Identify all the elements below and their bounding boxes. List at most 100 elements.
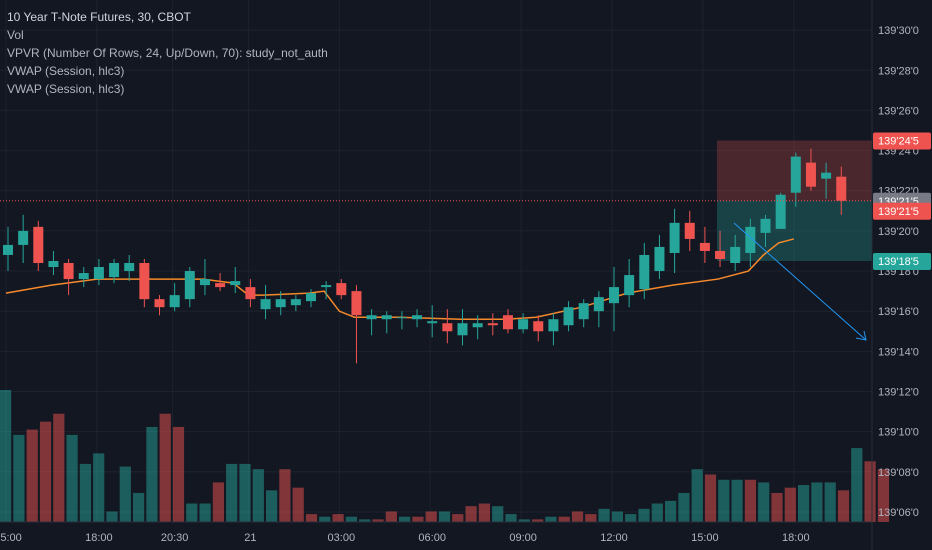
candle-body xyxy=(533,321,544,332)
volume-bar xyxy=(758,482,770,522)
volume-bar xyxy=(292,487,304,522)
candle-body xyxy=(442,323,453,332)
candle xyxy=(502,309,513,334)
volume-bar xyxy=(53,413,65,522)
candle xyxy=(63,258,74,296)
candle xyxy=(624,258,635,308)
candle-body xyxy=(790,156,801,193)
legend-vwap-1[interactable]: VWAP (Session, hlc3) xyxy=(7,64,125,78)
legend-vpvr[interactable]: VPVR (Number Of Rows, 24, Up/Down, 70): … xyxy=(7,46,328,60)
volume-bar xyxy=(798,485,810,522)
volume-bar xyxy=(678,492,690,522)
candle xyxy=(442,309,453,344)
volume-bar xyxy=(106,511,118,522)
candles xyxy=(3,148,847,364)
time-tick-label: 20:30 xyxy=(161,532,189,544)
candle xyxy=(715,230,726,268)
candle xyxy=(684,210,695,251)
candle-body xyxy=(654,246,665,272)
volume-bar xyxy=(558,516,570,522)
candle-body xyxy=(457,323,468,336)
volume-bar xyxy=(837,490,850,522)
time-axis[interactable]: 15:00 18:00 20:30 21 03:00 06:00 09:00 12:00 15:… xyxy=(0,521,872,544)
volume-bar xyxy=(399,516,411,522)
volume-bar xyxy=(66,434,78,522)
price-badge-bg xyxy=(873,132,931,150)
price-badge-bg xyxy=(873,253,931,270)
candle xyxy=(836,166,847,215)
volume-bar xyxy=(478,503,490,522)
candle xyxy=(639,242,650,300)
volume-bar xyxy=(718,479,730,522)
legend-vwap-2[interactable]: VWAP (Session, hlc3) xyxy=(7,82,125,96)
candle xyxy=(154,295,165,316)
volume-bar xyxy=(199,503,211,522)
time-tick-label: 15:00 xyxy=(0,532,22,544)
candle-body xyxy=(502,315,513,330)
volume-bar xyxy=(305,514,318,522)
price-badge: 139'18'5 xyxy=(873,253,931,270)
volume-bar xyxy=(385,511,397,522)
candle-body xyxy=(593,297,604,312)
time-tick-label: 06:00 xyxy=(418,532,446,544)
take-profit-zone xyxy=(717,200,872,261)
legend-volume[interactable]: Vol xyxy=(7,28,24,42)
candle-body xyxy=(139,263,150,300)
legend-symbol-title[interactable]: 10 Year T-Note Futures, 30, CBOT xyxy=(7,10,191,24)
candle-body xyxy=(184,271,195,300)
volume-bar xyxy=(625,514,637,522)
price-badge-label: 139'18'5 xyxy=(878,256,919,268)
candle xyxy=(790,152,801,207)
price-tick-label: 139'10'0 xyxy=(878,427,919,439)
volume-bar xyxy=(731,479,743,522)
volume-bar xyxy=(864,461,876,522)
volume-bar xyxy=(226,463,238,522)
trend-arrow[interactable] xyxy=(733,222,867,341)
volume-bar xyxy=(545,516,557,522)
volume-bar xyxy=(438,511,451,522)
candle-body xyxy=(730,246,741,264)
time-tick-label: 15:00 xyxy=(691,532,719,544)
volume-bar xyxy=(505,514,517,522)
price-tick-label: 139'16'0 xyxy=(878,306,919,318)
candle xyxy=(654,234,665,280)
candle xyxy=(169,283,180,312)
candle-body xyxy=(18,230,29,245)
volume-bar xyxy=(159,413,171,522)
volume-bar xyxy=(252,469,264,522)
price-tick-label: 139'08'0 xyxy=(878,467,919,479)
candle-body xyxy=(563,307,574,326)
candle-body xyxy=(805,162,816,187)
candle xyxy=(472,315,483,340)
candle xyxy=(396,311,407,330)
volume-bar xyxy=(13,434,25,522)
candle xyxy=(533,315,544,342)
candle xyxy=(93,258,104,286)
candle-body xyxy=(230,281,241,286)
candle xyxy=(457,309,468,346)
candle xyxy=(184,267,195,308)
volume-bar xyxy=(704,474,717,522)
candle xyxy=(548,313,559,346)
volume-bar xyxy=(598,508,610,522)
candle xyxy=(427,305,438,338)
price-tick-label: 139'12'0 xyxy=(878,387,919,399)
candle-body xyxy=(275,299,286,308)
candle-body xyxy=(548,319,559,332)
volume-bar xyxy=(26,429,38,522)
candle-body xyxy=(578,303,589,320)
candle xyxy=(139,258,150,308)
candle-body xyxy=(321,285,332,288)
candle-body xyxy=(3,244,13,255)
candle-body xyxy=(169,295,180,308)
price-axis[interactable]: 139'30'0139'28'0139'26'0139'24'0139'22'0… xyxy=(871,0,931,550)
candle xyxy=(699,226,710,264)
time-tick-label: 21 xyxy=(244,532,256,544)
price-badge: 139'24'5 xyxy=(873,132,931,150)
time-tick-label: 12:00 xyxy=(600,532,628,544)
candle xyxy=(518,313,529,334)
candle xyxy=(321,281,332,300)
volume-bars xyxy=(0,390,889,522)
